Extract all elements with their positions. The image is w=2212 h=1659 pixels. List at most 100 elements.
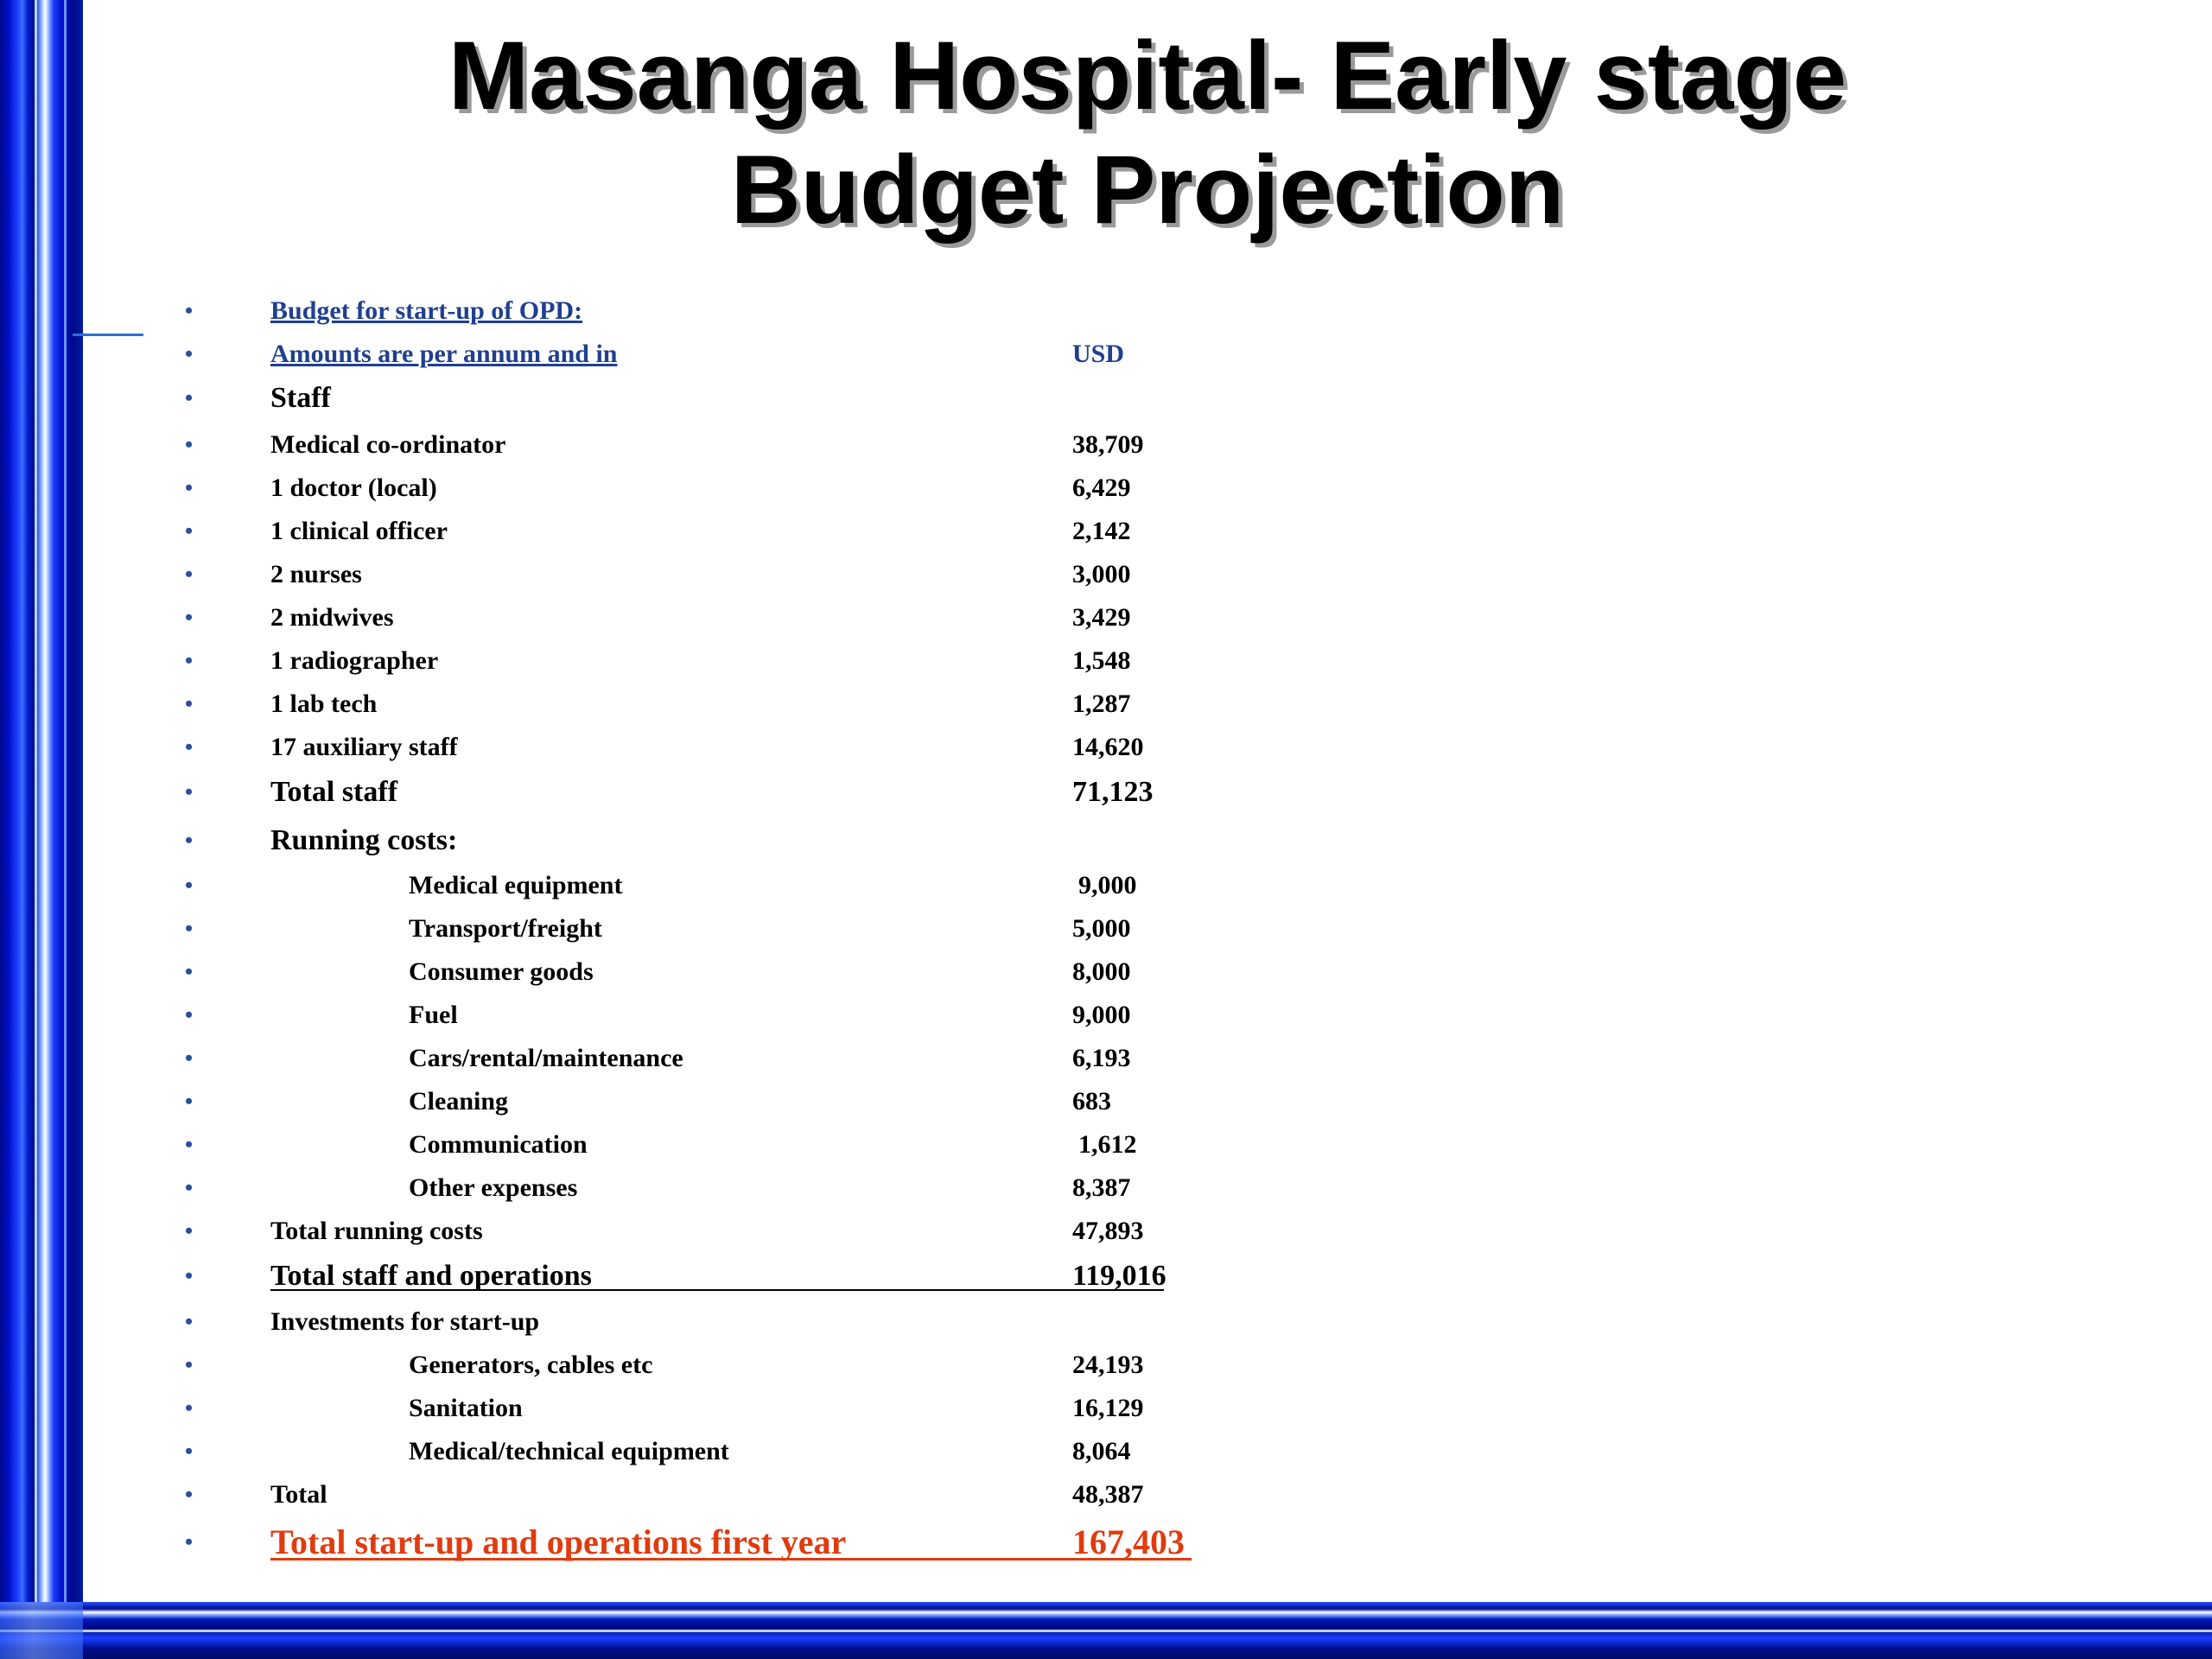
staff-value: 6,429 [1072,474,1131,502]
bullet: • [185,475,194,500]
running-cost-label: Medical equipment [409,871,623,899]
staff-label: 17 auxiliary staff [270,733,458,761]
bullet: • [185,1352,194,1377]
bullet: • [185,779,194,804]
bullet: • [185,605,194,630]
staff-label: 2 midwives [270,603,394,632]
grand-total-value: 167,403 [1072,1522,1185,1561]
underline-divider [270,1289,1164,1291]
total-staff-ops-label: Total staff and operations [270,1260,592,1292]
grand-total-row: • Total start-up and operations first ye… [0,1525,1296,1560]
running-cost-row: • Consumer goods 8,000 [0,955,1296,989]
grand-total-underline [270,1558,1192,1560]
staff-row: • 2 nurses 3,000 [0,557,1296,592]
left-decorative-border [0,0,83,1659]
bullet: • [185,828,194,853]
running-cost-row: • Communication 1,612 [0,1128,1296,1162]
running-cost-row: • Medical equipment 9,000 [0,868,1296,903]
bullet: • [185,1175,194,1200]
bullet: • [185,1046,194,1071]
bullet: • [185,1089,194,1114]
running-cost-row: • Cleaning 683 [0,1084,1296,1119]
running-cost-label: Cars/rental/maintenance [409,1044,683,1072]
running-cost-row: • Other expenses 8,387 [0,1171,1296,1205]
total-investments-value: 48,387 [1072,1480,1144,1509]
accent-line [73,334,143,336]
bullet: • [185,691,194,716]
staff-row: • 1 radiographer 1,548 [0,644,1296,678]
running-cost-label: Fuel [409,1001,458,1029]
investment-row: • Medical/technical equipment 8,064 [0,1434,1296,1469]
slide-title: Masanga Hospital- Early stage Budget Pro… [83,19,2212,247]
running-cost-label: Communication [409,1130,588,1159]
staff-row: • Medical co-ordinator 38,709 [0,428,1296,462]
bullet: • [185,959,194,984]
running-cost-value: 683 [1072,1087,1111,1116]
staff-row: • 1 lab tech 1,287 [0,687,1296,721]
running-cost-label: Cleaning [409,1087,509,1116]
staff-label: Medical co-ordinator [270,430,506,459]
bullet: • [185,1309,194,1334]
running-cost-value: 8,000 [1072,957,1131,986]
investment-row: • Generators, cables etc 24,193 [0,1348,1296,1382]
running-cost-value: 9,000 [1078,871,1137,899]
running-header-row: • Running costs: [0,823,1296,858]
bullet: • [185,432,194,457]
running-cost-value: 8,387 [1072,1173,1131,1202]
staff-row: • 17 auxiliary staff 14,620 [0,730,1296,765]
bullet: • [185,873,194,898]
investment-label: Sanitation [409,1394,523,1422]
amounts-note-row: • Amounts are per annum and in USD [0,337,1296,372]
investment-label: Medical/technical equipment [409,1437,729,1465]
total-running-label: Total running costs [270,1217,483,1245]
bullet: • [185,298,194,323]
staff-value: 1,287 [1072,690,1131,718]
bullet: • [185,1395,194,1421]
running-header: Running costs: [270,824,458,856]
total-staff-row: • Total staff 71,123 [0,775,1296,810]
total-running-value: 47,893 [1072,1217,1144,1245]
running-cost-value: 1,612 [1078,1130,1137,1159]
bullet: • [185,518,194,543]
bullet: • [185,1439,194,1464]
total-staff-ops-value: 119,016 [1072,1260,1166,1292]
running-cost-value: 6,193 [1072,1044,1131,1072]
staff-row: • 2 midwives 3,429 [0,601,1296,635]
total-staff-value: 71,123 [1072,776,1154,808]
bullet: • [185,1529,194,1554]
title-line-2: Budget Projection [730,136,1565,244]
corner-decoration [0,1602,83,1659]
bullet: • [185,734,194,760]
staff-value: 1,548 [1072,646,1131,675]
budget-heading-row: • Budget for start-up of OPD: [0,294,1296,328]
bullet: • [185,341,194,366]
amounts-note[interactable]: Amounts are per annum and in [270,340,618,368]
budget-heading[interactable]: Budget for start-up of OPD: [270,296,583,325]
staff-value: 2,142 [1072,517,1131,545]
border-stripe [35,0,37,1659]
staff-row: • 1 doctor (local) 6,429 [0,471,1296,505]
bullet: • [185,562,194,587]
running-cost-label: Consumer goods [409,957,594,986]
investment-row: • Sanitation 16,129 [0,1391,1296,1426]
staff-label: 1 clinical officer [270,517,448,545]
bullet: • [185,648,194,673]
bullet: • [185,385,194,410]
staff-label: 2 nurses [270,560,362,588]
running-cost-label: Other expenses [409,1173,578,1202]
staff-value: 3,429 [1072,603,1131,632]
bullet: • [185,916,194,941]
staff-label: 1 doctor (local) [270,474,437,502]
border-stripe [64,0,67,1659]
running-cost-row: • Transport/freight 5,000 [0,912,1296,946]
investment-label: Generators, cables etc [409,1351,653,1379]
bottom-decorative-border [0,1602,2212,1659]
total-staff-label: Total staff [270,776,398,808]
staff-row: • 1 clinical officer 2,142 [0,514,1296,549]
investments-header: Investments for start-up [270,1307,540,1336]
running-cost-row: • Fuel 9,000 [0,998,1296,1033]
running-cost-value: 5,000 [1072,914,1131,943]
border-stripe [0,1630,2212,1632]
investment-value: 16,129 [1072,1394,1144,1422]
